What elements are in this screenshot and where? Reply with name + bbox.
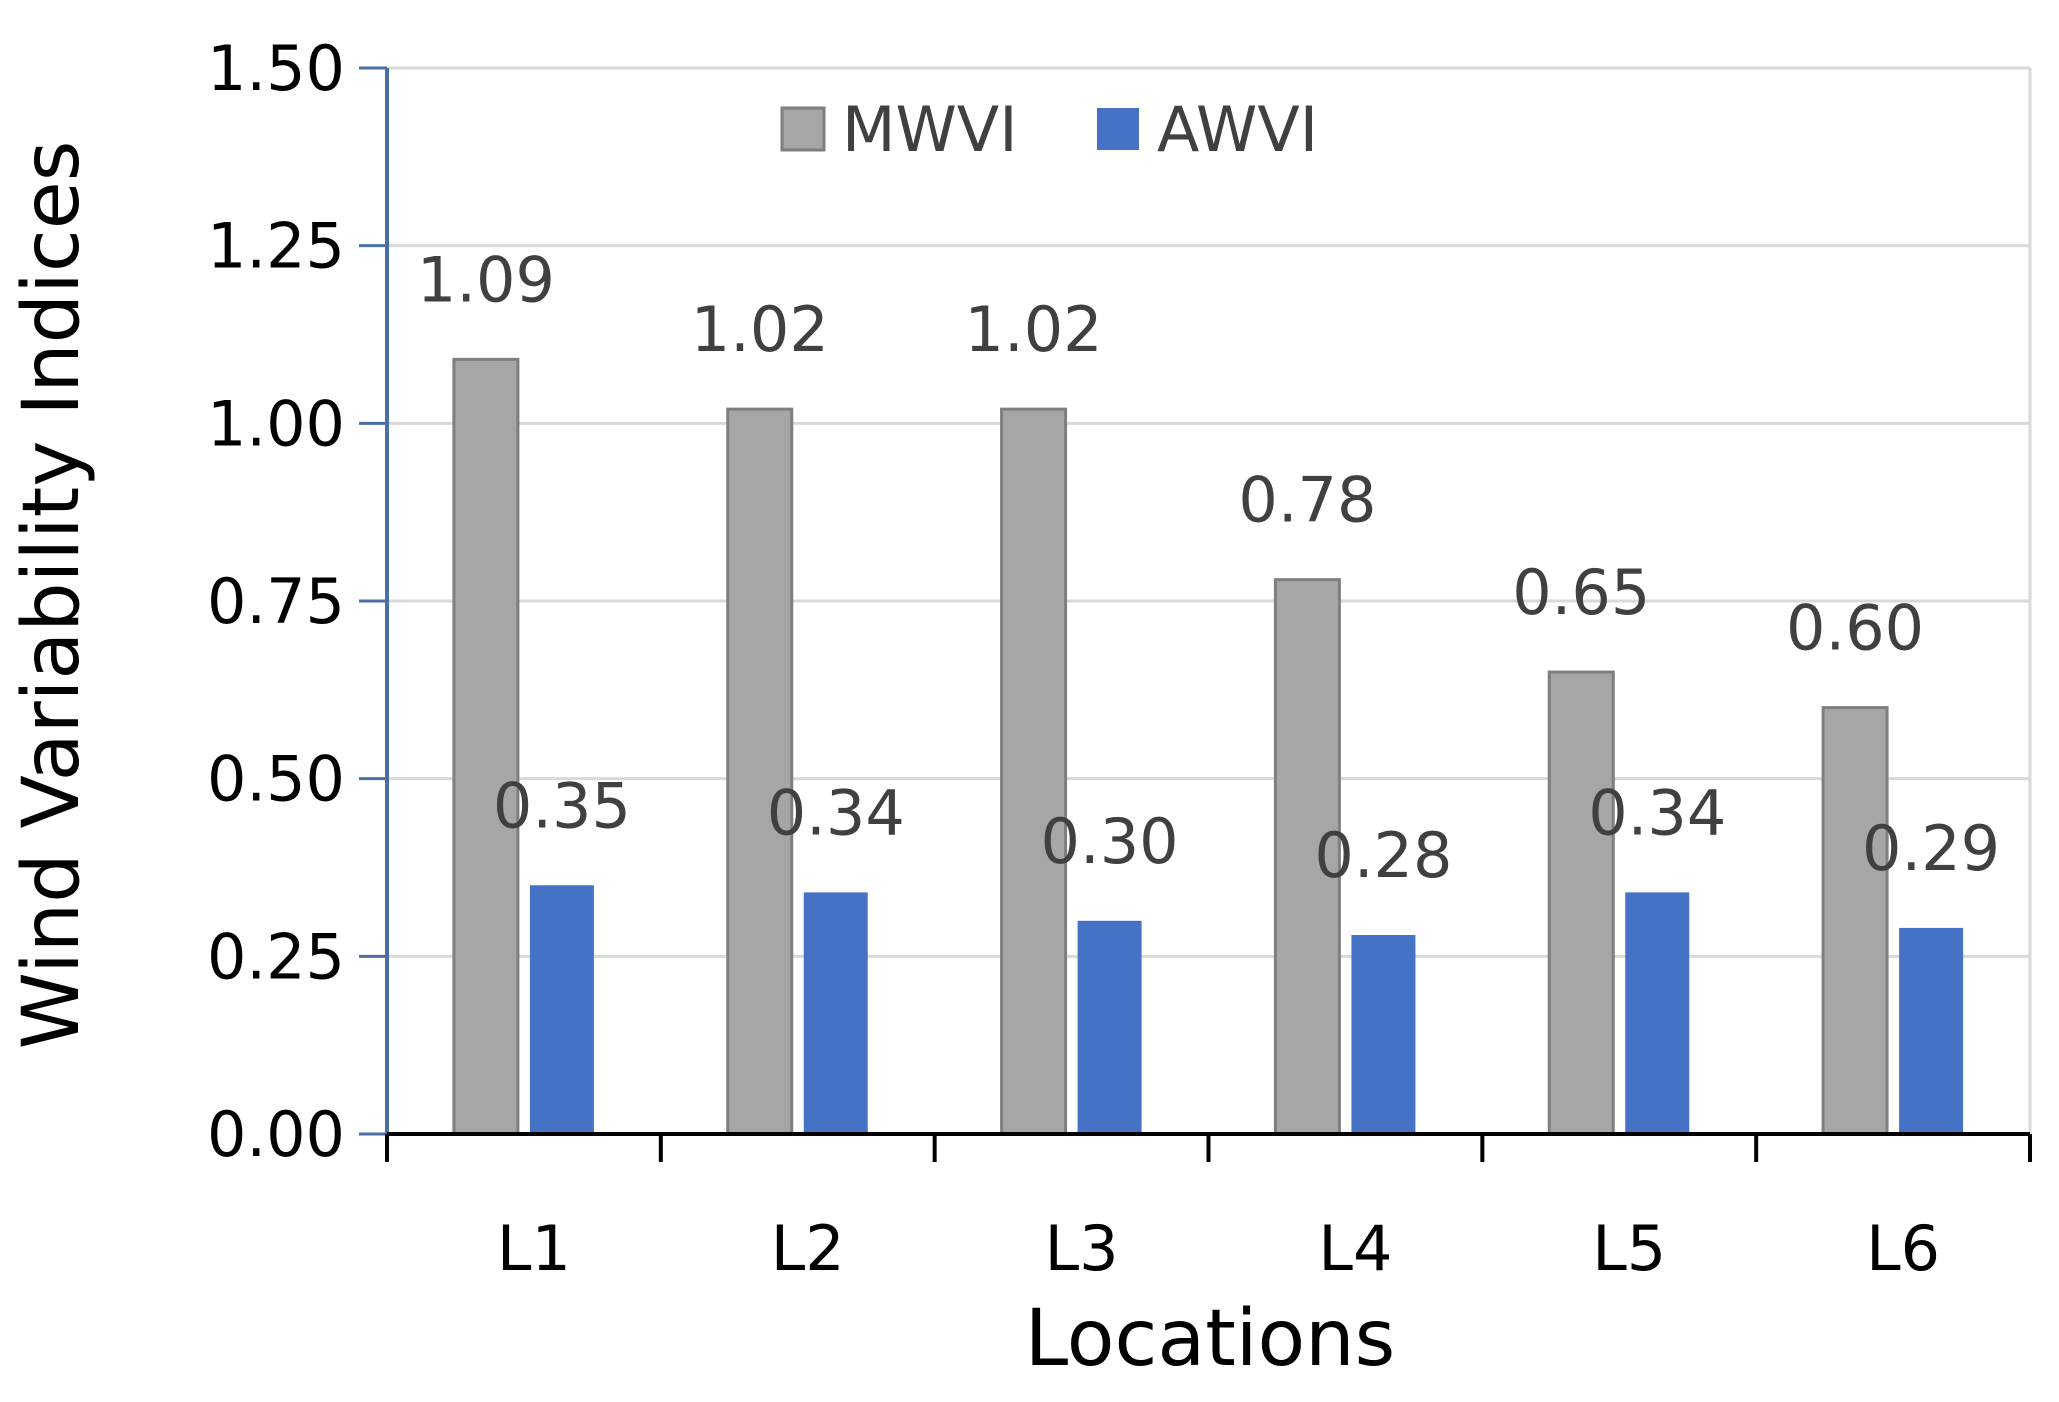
bar-awvi bbox=[1625, 892, 1690, 1134]
y-tick-label: 0.75 bbox=[207, 565, 345, 638]
bar-awvi bbox=[1077, 920, 1142, 1134]
data-label-awvi: 0.29 bbox=[1862, 812, 2000, 885]
y-tick-label: 1.50 bbox=[207, 32, 345, 105]
bar-mwvi bbox=[1547, 670, 1615, 1136]
bar-mwvi bbox=[1000, 407, 1068, 1136]
x-tick-label: L3 bbox=[1045, 1212, 1119, 1285]
legend-swatch-mwvi bbox=[780, 106, 826, 152]
bar-awvi bbox=[529, 885, 594, 1134]
y-tick-label: 0.25 bbox=[207, 920, 345, 993]
data-label-mwvi: 0.65 bbox=[1512, 556, 1650, 629]
y-tick-label: 1.25 bbox=[207, 210, 345, 283]
x-tick-label: L5 bbox=[1592, 1212, 1666, 1285]
y-tick-label: 1.00 bbox=[207, 387, 345, 460]
bar-awvi bbox=[1899, 927, 1964, 1134]
y-axis-title: Wind Variability Indices bbox=[7, 141, 97, 1050]
y-tick-label: 0.50 bbox=[207, 743, 345, 816]
bar-mwvi bbox=[1821, 706, 1889, 1136]
x-tick-label: L6 bbox=[1866, 1212, 1940, 1285]
bar-mwvi bbox=[452, 357, 520, 1136]
legend-label-mwvi: MWVI bbox=[842, 93, 1018, 166]
bar-mwvi bbox=[726, 407, 794, 1136]
x-tick-label: L2 bbox=[771, 1212, 845, 1285]
bar-awvi bbox=[1351, 935, 1416, 1134]
bars bbox=[452, 357, 1964, 1136]
data-label-mwvi: 0.78 bbox=[1238, 464, 1376, 537]
data-labels: 1.09 1.02 1.02 0.78 0.65 0.60 0.35 0.34 0.30 0.28… bbox=[417, 243, 2000, 892]
legend-label-awvi: AWVI bbox=[1157, 93, 1318, 166]
y-tick-label: 0.00 bbox=[207, 1098, 345, 1171]
data-label-awvi: 0.30 bbox=[1041, 805, 1179, 878]
data-label-mwvi: 1.02 bbox=[965, 293, 1103, 366]
data-label-mwvi: 1.02 bbox=[691, 293, 829, 366]
data-label-awvi: 0.34 bbox=[767, 776, 905, 849]
x-tick-label: L1 bbox=[497, 1212, 571, 1285]
bar-awvi bbox=[803, 892, 868, 1134]
data-label-awvi: 0.28 bbox=[1314, 819, 1452, 892]
gridlines bbox=[387, 66, 2032, 1134]
data-label-awvi: 0.35 bbox=[493, 769, 631, 842]
data-label-awvi: 0.34 bbox=[1588, 776, 1726, 849]
data-label-mwvi: 0.60 bbox=[1786, 592, 1924, 665]
legend-swatch-awvi bbox=[1097, 108, 1139, 150]
x-axis-title: Locations bbox=[1025, 1294, 1396, 1384]
legend: MWVI AWVI bbox=[780, 93, 1318, 166]
data-label-mwvi: 1.09 bbox=[417, 243, 555, 316]
x-tick-label: L4 bbox=[1318, 1212, 1392, 1285]
axes: 0.00 0.25 0.50 0.75 1.00 1.25 1.50 L1 L2 L3 L4 L5 L6 bbox=[207, 32, 2032, 1285]
